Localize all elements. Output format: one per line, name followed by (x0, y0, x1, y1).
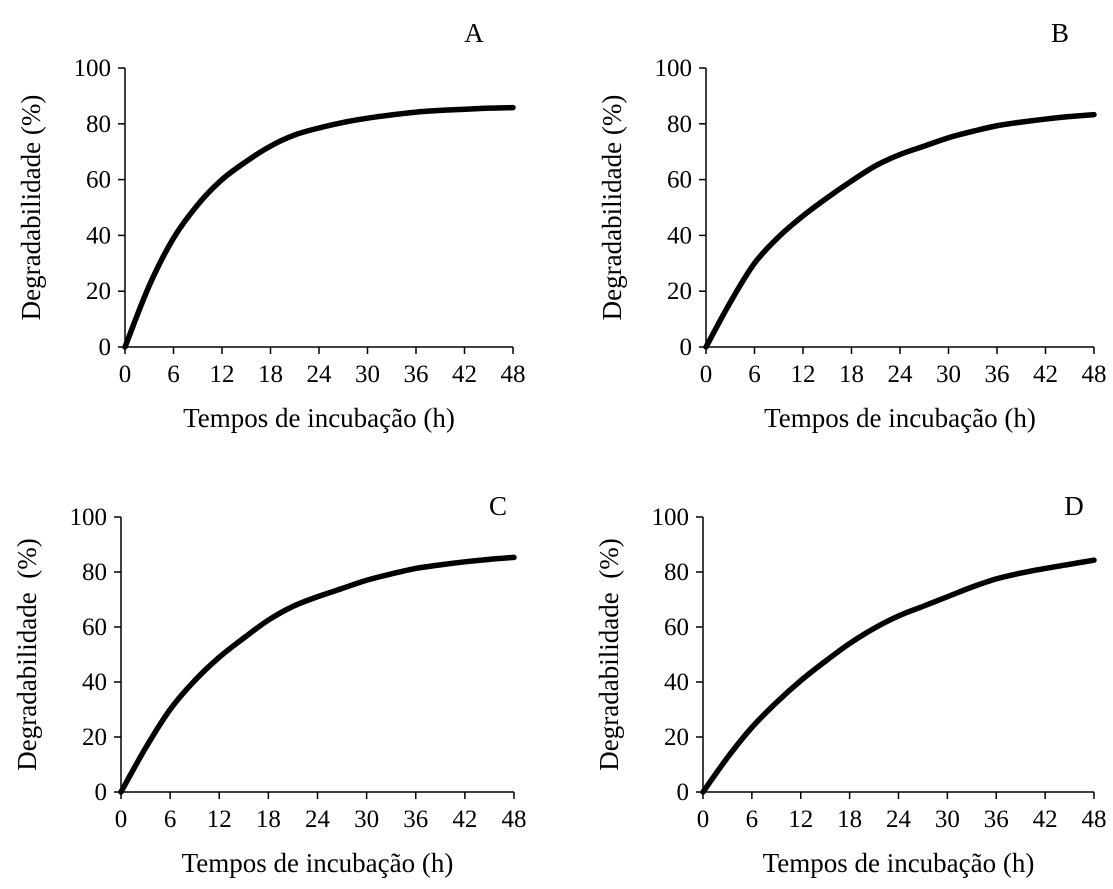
x-tick-label: 18 (837, 806, 862, 833)
y-tick-label: 80 (664, 559, 689, 586)
x-tick-label: 24 (886, 806, 912, 833)
y-axis-title: Degradabilidade (%) (12, 538, 42, 770)
y-tick-label: 80 (667, 111, 692, 138)
y-tick-label: 20 (86, 278, 111, 305)
y-tick-label: 60 (86, 167, 111, 194)
y-axis-title: Degradabilidade (%) (16, 95, 46, 321)
x-tick-label: 36 (404, 361, 429, 388)
x-tick-label: 24 (888, 361, 914, 388)
y-tick-label: 100 (74, 55, 112, 82)
y-tick-label: 60 (82, 614, 107, 641)
chart-panel: 0 20 40 60 80 100 0 6 12 18 24 30 36 42 48 Tempos de in… (16, 18, 526, 433)
x-tick-label: 18 (256, 806, 281, 833)
x-tick-label: 18 (839, 361, 864, 388)
x-axis-title: Tempos de incubação (h) (763, 848, 1035, 878)
x-tick-label: 42 (452, 806, 477, 833)
x-tick-label: 12 (788, 806, 813, 833)
x-axis-title: Tempos de incubação (h) (764, 403, 1036, 433)
y-tick-label: 20 (82, 724, 107, 751)
y-tick-label: 20 (664, 724, 689, 751)
series-line (118, 554, 517, 795)
x-tick-label: 24 (307, 361, 333, 388)
x-tick-label: 0 (115, 806, 128, 833)
x-tick-label: 36 (984, 806, 1009, 833)
x-tick-label: 48 (502, 806, 527, 833)
x-tick-label: 42 (1033, 361, 1058, 388)
y-tick-label: 80 (82, 559, 107, 586)
y-tick-label: 0 (677, 779, 690, 806)
x-tick-label: 12 (210, 361, 235, 388)
y-tick-label: 60 (664, 614, 689, 641)
y-tick-label: 80 (86, 111, 111, 138)
x-tick-label: 6 (746, 806, 759, 833)
y-tick-label: 40 (82, 669, 107, 696)
y-tick-label: 40 (86, 222, 111, 249)
x-tick-label: 0 (700, 361, 713, 388)
panel-label: D (1064, 491, 1084, 521)
y-axis-title: Degradabilidade (%) (594, 538, 624, 770)
chart-panel: 0 20 40 60 80 100 0 6 12 18 24 30 36 42 48 Tempos de in… (594, 491, 1107, 878)
x-tick-label: 42 (1033, 806, 1058, 833)
x-tick-label: 0 (119, 361, 132, 388)
x-axis-title: Tempos de incubação (h) (183, 403, 455, 433)
y-tick-label: 100 (652, 504, 690, 531)
y-tick-label: 0 (95, 779, 108, 806)
series-line (700, 557, 1097, 795)
x-tick-label: 36 (985, 361, 1010, 388)
y-tick-label: 60 (667, 167, 692, 194)
panel-label: B (1051, 18, 1069, 48)
x-tick-label: 6 (164, 806, 177, 833)
x-tick-label: 48 (1082, 361, 1107, 388)
x-tick-label: 24 (305, 806, 331, 833)
y-tick-label: 40 (667, 222, 692, 249)
x-tick-label: 42 (452, 361, 477, 388)
y-axis-title: Degradabilidade (%) (597, 95, 627, 321)
chart-panel: 0 20 40 60 80 100 0 6 12 18 24 30 36 42 48 Tempos de in… (12, 491, 527, 878)
x-tick-label: 0 (697, 806, 710, 833)
x-tick-label: 30 (355, 361, 380, 388)
x-tick-label: 6 (167, 361, 180, 388)
panel-label: C (489, 491, 507, 521)
x-tick-label: 12 (791, 361, 816, 388)
y-tick-label: 40 (664, 669, 689, 696)
x-tick-label: 30 (936, 361, 961, 388)
panel-label: A (464, 18, 484, 48)
x-tick-label: 48 (501, 361, 526, 388)
x-tick-label: 18 (258, 361, 283, 388)
x-tick-label: 30 (354, 806, 379, 833)
y-tick-label: 20 (667, 278, 692, 305)
y-tick-label: 100 (70, 504, 108, 531)
x-tick-label: 6 (748, 361, 761, 388)
x-tick-label: 36 (403, 806, 428, 833)
chart-panel: 0 20 40 60 80 100 0 6 12 18 24 30 36 42 48 Tempos de in… (597, 18, 1107, 433)
x-tick-label: 48 (1082, 806, 1107, 833)
y-tick-label: 0 (680, 334, 693, 361)
series-line (703, 111, 1097, 350)
series-line (122, 104, 516, 350)
y-tick-label: 0 (99, 334, 112, 361)
x-tick-label: 12 (207, 806, 232, 833)
x-axis-title: Tempos de incubação (h) (182, 848, 454, 878)
x-tick-label: 30 (935, 806, 960, 833)
y-tick-label: 100 (655, 55, 693, 82)
